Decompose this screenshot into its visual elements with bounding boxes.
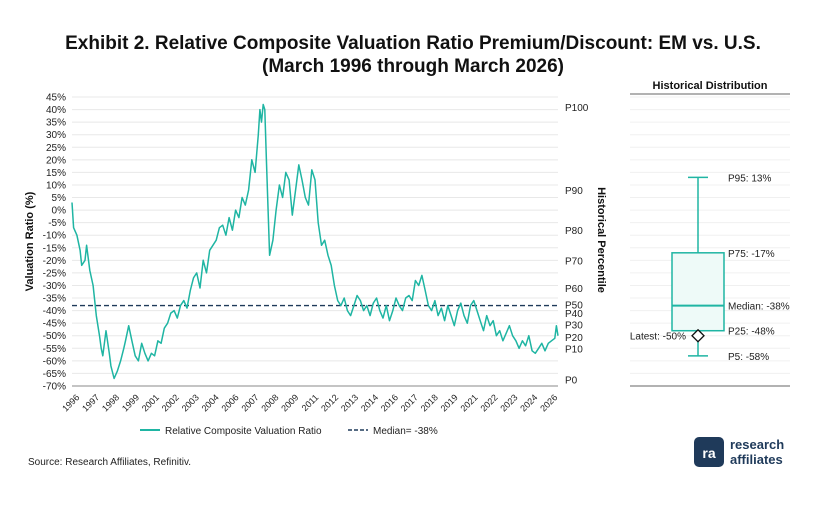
percentile-label: P100 — [565, 103, 589, 114]
x-tick-label: 2021 — [459, 392, 480, 413]
chart-title: Exhibit 2. Relative Composite Valuation … — [65, 33, 761, 54]
y-tick-label: 40% — [46, 105, 66, 116]
y-tick-label: 0% — [52, 206, 67, 217]
percentile-label: P0 — [565, 376, 578, 387]
x-tick-label: 2019 — [439, 392, 460, 413]
y-tick-label: 20% — [46, 155, 66, 166]
x-tick-label: 2023 — [498, 392, 519, 413]
x-tick-label: 2018 — [419, 392, 440, 413]
y-tick-label: -50% — [43, 331, 66, 342]
x-tick-label: 2006 — [220, 392, 241, 413]
y-tick-label: -25% — [43, 268, 66, 279]
x-tick-label: 2003 — [180, 392, 201, 413]
x-tick-label: 2016 — [379, 392, 400, 413]
source-note: Source: Research Affiliates, Refinitiv. — [28, 457, 192, 468]
x-tick-label: 2022 — [478, 392, 499, 413]
logo-text-line2: affiliates — [730, 452, 783, 467]
research-affiliates-logo: ra research affiliates — [694, 437, 784, 467]
x-tick-label: 2013 — [339, 392, 360, 413]
x-tick-label: 2009 — [279, 392, 300, 413]
label-p75: P75: -17% — [728, 249, 775, 260]
y-tick-label: -45% — [43, 319, 66, 330]
y2-axis-title: Historical Percentile — [595, 187, 607, 293]
legend-label-series: Relative Composite Valuation Ratio — [165, 426, 322, 437]
x-tick-label: 2026 — [538, 392, 559, 413]
label-p95: P95: 13% — [728, 173, 771, 184]
x-tick-label: 2017 — [399, 392, 420, 413]
y-tick-label: -70% — [43, 382, 66, 393]
percentile-label: P50 — [565, 300, 583, 311]
y-tick-label: 35% — [46, 118, 66, 129]
y-tick-label: -65% — [43, 369, 66, 380]
y-tick-label: 15% — [46, 168, 66, 179]
y-tick-label: -30% — [43, 281, 66, 292]
legend-label-median: Median= -38% — [373, 426, 438, 437]
logo-mark: ra — [702, 445, 715, 461]
x-tick-label: 2011 — [300, 392, 321, 413]
logo-mark-icon — [694, 437, 724, 467]
boxplot-title: Historical Distribution — [653, 80, 768, 92]
x-tick-label: 2001 — [140, 392, 161, 413]
y-tick-label: 30% — [46, 130, 66, 141]
percentile-label: P20 — [565, 333, 583, 344]
latest-marker — [691, 328, 705, 343]
logo-text-line1: research — [730, 437, 784, 452]
x-tick-label: 1999 — [120, 392, 141, 413]
percentile-label: P10 — [565, 344, 583, 355]
distribution-boxplot: Historical Distribution P95: 13% P75: -17%… — [630, 80, 790, 387]
x-tick-label: 2024 — [518, 392, 539, 413]
label-p25: P25: -48% — [728, 327, 775, 338]
box-iqr — [671, 252, 725, 332]
y-tick-label: -10% — [43, 231, 66, 242]
x-tick-label: 1996 — [60, 392, 81, 413]
y-tick-label: 5% — [52, 193, 67, 204]
percentile-label: P90 — [565, 186, 583, 197]
label-p5: P5: -58% — [728, 352, 769, 363]
x-tick-label: 2004 — [200, 392, 221, 413]
percentile-label: P40 — [565, 309, 583, 320]
percentile-label: P70 — [565, 256, 583, 267]
x-tick-label: 1997 — [80, 392, 101, 413]
y-tick-label: -5% — [48, 218, 66, 229]
percentile-label: P80 — [565, 226, 583, 237]
x-tick-label: 1998 — [100, 392, 121, 413]
x-tick-label: 2008 — [259, 392, 280, 413]
label-median: Median: -38% — [728, 302, 790, 313]
valuation-ratio-line — [71, 103, 559, 380]
y-tick-label: 25% — [46, 143, 66, 154]
x-tick-label: 2012 — [319, 392, 340, 413]
y-tick-label: -15% — [43, 243, 66, 254]
label-latest: Latest: -50% — [630, 332, 686, 343]
x-tick-label: 2007 — [239, 392, 260, 413]
y-axis-title: Valuation Ratio (%) — [24, 191, 36, 291]
x-tick-label: 2002 — [160, 392, 181, 413]
y-tick-label: -35% — [43, 294, 66, 305]
legend: Relative Composite Valuation Ratio Median… — [140, 426, 438, 437]
y-tick-label: -40% — [43, 306, 66, 317]
y-tick-label: -20% — [43, 256, 66, 267]
y-tick-label: 10% — [46, 180, 66, 191]
gridlines — [72, 96, 558, 387]
chart-subtitle: (March 1996 through March 2026) — [262, 56, 564, 77]
y-tick-label: 45% — [46, 93, 66, 104]
x-tick-label: 2014 — [359, 392, 380, 413]
y-tick-label: -55% — [43, 344, 66, 355]
y-tick-label: -60% — [43, 356, 66, 367]
percentile-label: P30 — [565, 320, 583, 331]
series-layer — [71, 103, 559, 380]
percentile-label: P60 — [565, 284, 583, 295]
